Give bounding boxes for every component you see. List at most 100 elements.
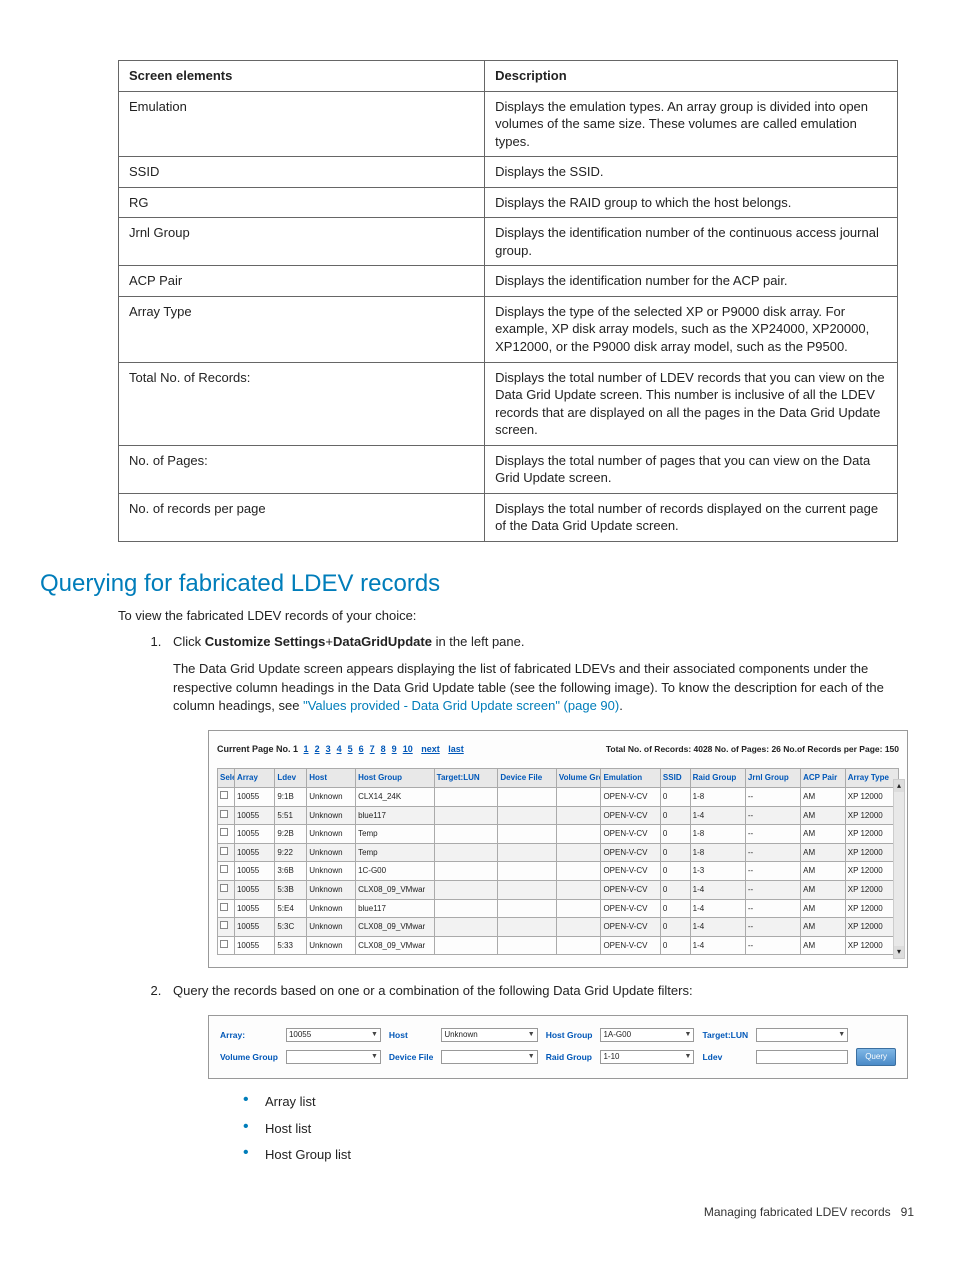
defs-cell: Displays the type of the selected XP or … bbox=[485, 296, 898, 362]
pager-next[interactable]: next bbox=[421, 744, 440, 754]
filter-field[interactable]: ▼ bbox=[756, 1028, 848, 1042]
query-button[interactable]: Query bbox=[856, 1048, 896, 1066]
scroll-up-icon[interactable]: ▴ bbox=[894, 780, 904, 792]
grid-cell: OPEN-V-CV bbox=[601, 862, 660, 881]
grid-cell bbox=[498, 787, 556, 806]
grid-cell bbox=[498, 825, 556, 844]
grid-cell bbox=[498, 899, 556, 918]
grid-cell bbox=[498, 936, 556, 955]
filter-field[interactable]: ▼ bbox=[441, 1050, 537, 1064]
grid-cell: -- bbox=[745, 825, 800, 844]
grid-cell: -- bbox=[745, 936, 800, 955]
pager-page-4[interactable]: 4 bbox=[337, 744, 342, 754]
grid-cell: -- bbox=[745, 862, 800, 881]
grid-header[interactable]: Ldev bbox=[275, 769, 307, 788]
grid-header[interactable]: Array bbox=[234, 769, 274, 788]
grid-cell bbox=[556, 899, 601, 918]
grid-cell: 5:3C bbox=[275, 918, 307, 937]
row-checkbox[interactable] bbox=[220, 884, 228, 892]
pager-page-5[interactable]: 5 bbox=[348, 744, 353, 754]
chevron-down-icon: ▼ bbox=[371, 1030, 378, 1040]
row-checkbox[interactable] bbox=[220, 865, 228, 873]
filter-label: Array: bbox=[217, 1026, 281, 1044]
defs-cell: Displays the emulation types. An array g… bbox=[485, 91, 898, 157]
grid-header[interactable]: SSID bbox=[660, 769, 690, 788]
filter-label: Volume Group bbox=[217, 1046, 281, 1068]
defs-cell: Displays the SSID. bbox=[485, 157, 898, 188]
row-checkbox[interactable] bbox=[220, 810, 228, 818]
filter-label: Ldev bbox=[699, 1046, 751, 1068]
grid-cell: 10055 bbox=[234, 806, 274, 825]
grid-header[interactable]: Jrnl Group bbox=[745, 769, 800, 788]
pager-page-8[interactable]: 8 bbox=[381, 744, 386, 754]
grid-header[interactable]: Volume Group bbox=[556, 769, 601, 788]
grid-cell: 1-4 bbox=[690, 936, 745, 955]
grid-header[interactable]: Host Group bbox=[356, 769, 435, 788]
pager-page-6[interactable]: 6 bbox=[359, 744, 364, 754]
pager-page-1[interactable]: 1 bbox=[304, 744, 309, 754]
chevron-down-icon: ▼ bbox=[838, 1030, 845, 1040]
defs-cell: Displays the total number of pages that … bbox=[485, 445, 898, 493]
pager-page-10[interactable]: 10 bbox=[403, 744, 413, 754]
filter-field[interactable]: ▼ bbox=[286, 1050, 381, 1064]
grid-cell: XP 12000 bbox=[845, 918, 898, 937]
defs-header-description: Description bbox=[485, 61, 898, 92]
grid-cell bbox=[498, 880, 556, 899]
grid-cell: CLX14_24K bbox=[356, 787, 435, 806]
pager-page-3[interactable]: 3 bbox=[326, 744, 331, 754]
section-heading: Querying for fabricated LDEV records bbox=[40, 570, 914, 598]
grid-cell: 0 bbox=[660, 936, 690, 955]
grid-cell: Unknown bbox=[307, 880, 356, 899]
ldev-grid: SeleArrayLdevHostHost GroupTarget:LUNDev… bbox=[217, 768, 899, 955]
defs-cell: Displays the identification number of th… bbox=[485, 218, 898, 266]
row-checkbox[interactable] bbox=[220, 940, 228, 948]
chevron-down-icon: ▼ bbox=[528, 1030, 535, 1040]
grid-cell: 5:3B bbox=[275, 880, 307, 899]
grid-cell: Temp bbox=[356, 825, 435, 844]
grid-cell: XP 12000 bbox=[845, 862, 898, 881]
grid-cell bbox=[556, 918, 601, 937]
grid-cell bbox=[556, 806, 601, 825]
grid-cell: 10055 bbox=[234, 825, 274, 844]
pager-page-7[interactable]: 7 bbox=[370, 744, 375, 754]
grid-cell: 1-4 bbox=[690, 899, 745, 918]
grid-cell: 0 bbox=[660, 918, 690, 937]
table-row: 100553:6BUnknown1C-G00OPEN-V-CV01-3--AMX… bbox=[218, 862, 899, 881]
grid-cell: 1-4 bbox=[690, 880, 745, 899]
grid-header[interactable]: Sele bbox=[218, 769, 235, 788]
grid-cell bbox=[434, 787, 498, 806]
filter-field[interactable]: Unknown▼ bbox=[441, 1028, 537, 1042]
filter-field[interactable]: 1A-G00▼ bbox=[600, 1028, 694, 1042]
grid-header[interactable]: Device File bbox=[498, 769, 556, 788]
table-row: 100555:3BUnknownCLX08_09_VMwarOPEN-V-CV0… bbox=[218, 880, 899, 899]
grid-cell bbox=[434, 918, 498, 937]
table-row: 100559:1BUnknownCLX14_24KOPEN-V-CV01-8--… bbox=[218, 787, 899, 806]
grid-cell: AM bbox=[801, 843, 846, 862]
filter-field[interactable]: 1-10▼ bbox=[600, 1050, 694, 1064]
bullet-item: Array list bbox=[243, 1093, 914, 1112]
table-row: 100555:E4Unknownblue117OPEN-V-CV01-4--AM… bbox=[218, 899, 899, 918]
filter-field[interactable] bbox=[756, 1050, 848, 1064]
row-checkbox[interactable] bbox=[220, 847, 228, 855]
row-checkbox[interactable] bbox=[220, 791, 228, 799]
grid-header[interactable]: Array Type bbox=[845, 769, 898, 788]
values-link[interactable]: "Values provided - Data Grid Update scre… bbox=[303, 698, 619, 713]
grid-scrollbar[interactable]: ▴ ▾ bbox=[893, 779, 905, 959]
grid-header[interactable]: ACP Pair bbox=[801, 769, 846, 788]
row-checkbox[interactable] bbox=[220, 921, 228, 929]
grid-header[interactable]: Emulation bbox=[601, 769, 660, 788]
scroll-down-icon[interactable]: ▾ bbox=[894, 946, 904, 958]
footer-page: 91 bbox=[901, 1205, 914, 1219]
grid-header[interactable]: Host bbox=[307, 769, 356, 788]
grid-cell: Unknown bbox=[307, 843, 356, 862]
defs-cell: Displays the total number of records dis… bbox=[485, 493, 898, 541]
bullet-item: Host list bbox=[243, 1120, 914, 1139]
pager-page-9[interactable]: 9 bbox=[392, 744, 397, 754]
row-checkbox[interactable] bbox=[220, 828, 228, 836]
grid-header[interactable]: Target:LUN bbox=[434, 769, 498, 788]
pager-last[interactable]: last bbox=[448, 744, 464, 754]
row-checkbox[interactable] bbox=[220, 903, 228, 911]
pager-page-2[interactable]: 2 bbox=[315, 744, 320, 754]
filter-field[interactable]: 10055▼ bbox=[286, 1028, 381, 1042]
grid-header[interactable]: Raid Group bbox=[690, 769, 745, 788]
